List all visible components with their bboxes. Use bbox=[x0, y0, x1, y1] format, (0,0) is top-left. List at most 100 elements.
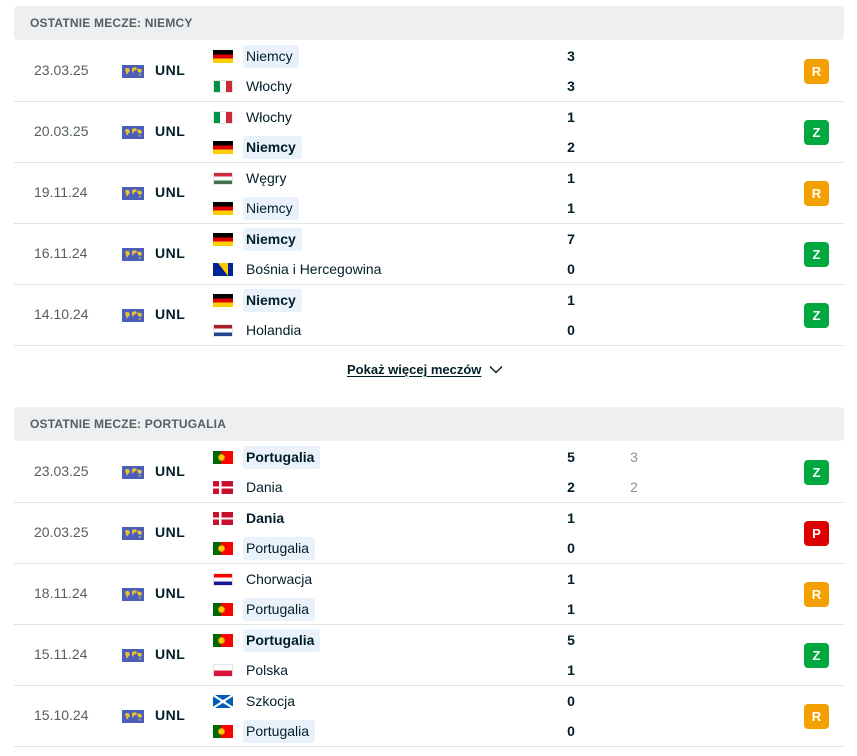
home-score: 1 bbox=[567, 109, 575, 125]
away-team[interactable]: Bośnia i Hercegowina bbox=[213, 257, 387, 281]
match-date: 19.11.24 bbox=[34, 184, 88, 200]
home-team-name: Szkocja bbox=[246, 692, 296, 709]
home-team-name: Portugalia bbox=[243, 445, 321, 469]
home-score: 0 bbox=[567, 693, 575, 709]
home-team[interactable]: Niemcy bbox=[213, 227, 302, 251]
away-team-name: Bośnia i Hercegowina bbox=[246, 260, 382, 277]
world-league-icon bbox=[122, 710, 144, 723]
match-row[interactable]: 18.11.24 UNL Chorwacja Portugalia 1 1 R bbox=[14, 564, 844, 625]
home-team[interactable]: Węgry bbox=[213, 166, 292, 190]
result-badge: Z bbox=[804, 120, 829, 145]
league-name: UNL bbox=[155, 306, 186, 322]
match-row[interactable]: 14.10.24 UNL Niemcy Holandia 1 0 Z bbox=[14, 285, 844, 346]
world-league-icon bbox=[122, 649, 144, 662]
home-team[interactable]: Włochy bbox=[213, 105, 298, 129]
match-date: 20.03.25 bbox=[34, 123, 89, 139]
world-league-icon bbox=[122, 466, 144, 479]
away-score: 1 bbox=[567, 601, 575, 617]
away-team[interactable]: Dania bbox=[213, 475, 289, 499]
away-score: 2 bbox=[567, 139, 575, 155]
league-name: UNL bbox=[155, 463, 186, 479]
league-name: UNL bbox=[155, 707, 186, 723]
home-team-flag-icon bbox=[213, 572, 233, 586]
league-name: UNL bbox=[155, 123, 186, 139]
show-more-matches-button[interactable]: Pokaż więcej meczów bbox=[347, 362, 503, 377]
match-row[interactable]: 15.11.24 UNL Portugalia Polska 5 1 Z bbox=[14, 625, 844, 686]
home-team[interactable]: Portugalia bbox=[213, 445, 321, 469]
league-name: UNL bbox=[155, 646, 186, 662]
home-team-name: Niemcy bbox=[243, 227, 302, 251]
result-badge: Z bbox=[804, 242, 829, 267]
home-score: 5 bbox=[567, 632, 575, 648]
home-team[interactable]: Niemcy bbox=[213, 288, 302, 312]
away-score: 0 bbox=[567, 261, 575, 277]
world-league-icon bbox=[122, 309, 144, 322]
away-team[interactable]: Portugalia bbox=[213, 597, 316, 621]
match-row[interactable]: 20.03.25 UNL Włochy Niemcy 1 2 Z bbox=[14, 102, 844, 163]
away-team-name: Holandia bbox=[246, 321, 302, 338]
home-team-flag-icon bbox=[213, 232, 233, 246]
result-badge: R bbox=[804, 181, 829, 206]
away-team-flag-icon bbox=[213, 140, 233, 154]
away-team-flag-icon bbox=[213, 79, 233, 93]
match-date: 23.03.25 bbox=[34, 62, 89, 78]
away-team[interactable]: Niemcy bbox=[213, 135, 302, 159]
home-team-name: Niemcy bbox=[243, 44, 299, 68]
away-team[interactable]: Portugalia bbox=[213, 719, 316, 743]
home-team-name: Węgry bbox=[246, 169, 287, 186]
away-team-flag-icon bbox=[213, 201, 233, 215]
home-team-flag-icon bbox=[213, 633, 233, 647]
away-score: 1 bbox=[567, 200, 575, 216]
match-row[interactable]: 23.03.25 UNL Portugalia Dania 5 2 3 2 Z bbox=[14, 442, 844, 503]
world-league-icon bbox=[122, 126, 144, 139]
match-row[interactable]: 20.03.25 UNL Dania Portugalia 1 0 P bbox=[14, 503, 844, 564]
home-team-flag-icon bbox=[213, 171, 233, 185]
section-header-germany: OSTATNIE MECZE: NIEMCY bbox=[14, 6, 844, 40]
away-score: 1 bbox=[567, 662, 575, 678]
section-header-portugal: OSTATNIE MECZE: PORTUGALIA bbox=[14, 407, 844, 441]
away-team-flag-icon bbox=[213, 323, 233, 337]
match-date: 20.03.25 bbox=[34, 524, 89, 540]
home-team[interactable]: Chorwacja bbox=[213, 567, 318, 591]
away-score: 0 bbox=[567, 322, 575, 338]
match-row[interactable]: 16.11.24 UNL Niemcy Bośnia i Hercegowina… bbox=[14, 224, 844, 285]
section-title: OSTATNIE MECZE: NIEMCY bbox=[30, 16, 193, 30]
home-score: 5 bbox=[567, 449, 575, 465]
away-team[interactable]: Portugalia bbox=[213, 536, 316, 560]
away-team-name: Dania bbox=[246, 478, 283, 495]
away-score: 3 bbox=[567, 78, 575, 94]
home-team[interactable]: Dania bbox=[213, 506, 290, 530]
away-team-name: Włochy bbox=[246, 77, 292, 94]
away-team-flag-icon bbox=[213, 724, 233, 738]
away-score: 0 bbox=[567, 540, 575, 556]
home-team[interactable]: Niemcy bbox=[213, 44, 299, 68]
match-row[interactable]: 19.11.24 UNL Węgry Niemcy 1 1 R bbox=[14, 163, 844, 224]
away-team[interactable]: Włochy bbox=[213, 74, 298, 98]
away-team-name: Polska bbox=[246, 661, 289, 678]
home-team[interactable]: Portugalia bbox=[213, 628, 321, 652]
league-name: UNL bbox=[155, 585, 186, 601]
away-penalty-score: 2 bbox=[630, 479, 638, 495]
match-row[interactable]: 23.03.25 UNL Niemcy Włochy 3 3 R bbox=[14, 41, 844, 102]
away-team[interactable]: Polska bbox=[213, 658, 294, 682]
away-score: 2 bbox=[567, 479, 575, 495]
match-date: 23.03.25 bbox=[34, 463, 89, 479]
result-badge: R bbox=[804, 582, 829, 607]
match-row[interactable]: 15.10.24 UNL Szkocja Portugalia 0 0 R bbox=[14, 686, 844, 747]
result-badge: Z bbox=[804, 303, 829, 328]
league-name: UNL bbox=[155, 184, 186, 200]
away-team-flag-icon bbox=[213, 541, 233, 555]
home-score: 1 bbox=[567, 292, 575, 308]
home-team[interactable]: Szkocja bbox=[213, 689, 301, 713]
result-badge: Z bbox=[804, 460, 829, 485]
show-more-label: Pokaż więcej meczów bbox=[347, 362, 482, 377]
home-team-name: Portugalia bbox=[243, 628, 321, 652]
league-name: UNL bbox=[155, 245, 186, 261]
match-date: 15.11.24 bbox=[34, 646, 88, 662]
away-score: 0 bbox=[567, 723, 575, 739]
away-team[interactable]: Holandia bbox=[213, 318, 307, 342]
away-team-flag-icon bbox=[213, 262, 233, 276]
away-team[interactable]: Niemcy bbox=[213, 196, 299, 220]
home-score: 1 bbox=[567, 571, 575, 587]
away-team-name: Portugalia bbox=[243, 597, 316, 621]
